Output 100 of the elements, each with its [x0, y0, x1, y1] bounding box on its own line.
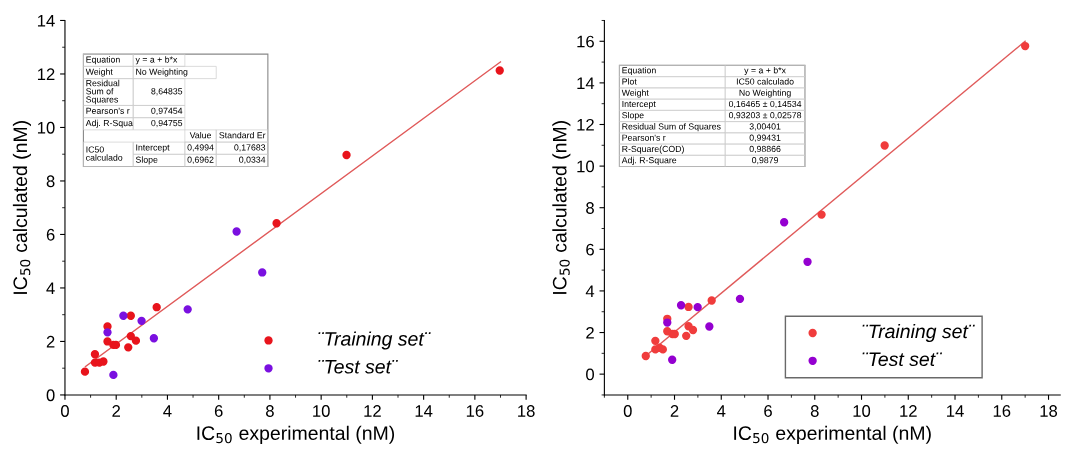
x-tick-label: 16	[466, 405, 484, 417]
x-tick-label: 10	[853, 405, 871, 417]
annotation: 0,9879	[752, 157, 779, 165]
annotation: IC50 calculado	[736, 78, 794, 85]
point	[119, 311, 128, 320]
point	[803, 257, 812, 266]
annotation: Residual Sum of Squares	[86, 79, 120, 105]
y-tick-label: 0	[586, 368, 595, 381]
point	[90, 350, 100, 359]
point	[126, 311, 135, 320]
x-tick-label: 18	[1040, 405, 1058, 417]
annotation: y = a + b*x	[135, 56, 178, 65]
annotation: y = a + b*x	[744, 66, 786, 76]
point	[149, 334, 159, 343]
y-tick-label: 6	[46, 228, 55, 241]
annotation: Equation	[622, 66, 656, 76]
y-tick-label: 2	[46, 335, 55, 348]
point	[272, 219, 281, 228]
annotation: 0,99431	[749, 134, 781, 142]
point	[80, 367, 90, 376]
annotation: Intercept	[622, 100, 656, 109]
annotation: Standard Er	[219, 131, 266, 139]
x-tick-label: 8	[810, 405, 819, 417]
y-tick-label: 14	[577, 77, 595, 89]
x-tick-label: 14	[415, 405, 433, 417]
point	[137, 316, 146, 326]
annotation: Value	[189, 131, 212, 139]
point	[676, 301, 686, 310]
x-tick-label: 4	[717, 405, 726, 417]
y-tick-label: 12	[37, 68, 55, 81]
annotation: Slope	[622, 111, 644, 121]
y-tick-label: 8	[46, 175, 55, 188]
point	[495, 66, 504, 75]
x-tick-label: 14	[947, 405, 964, 417]
point	[258, 268, 267, 277]
point	[103, 328, 112, 337]
x-tick-label: 2	[670, 405, 679, 417]
y-tick-label: 14	[37, 15, 55, 27]
annotation: 0,6962	[187, 156, 214, 164]
point	[342, 150, 351, 160]
annotation: 0,4994	[187, 144, 214, 152]
point	[124, 343, 133, 352]
x-axis-title: IC$_{50}$ experimental (nM)	[197, 425, 395, 444]
x-tick-label: 6	[214, 405, 223, 417]
annotation: Plot	[622, 78, 637, 85]
point	[880, 141, 889, 150]
y-tick-label: 16	[577, 35, 594, 48]
point	[152, 303, 161, 312]
x-tick-label: 18	[518, 405, 535, 417]
annotation: 0,93203 ± 0,02578	[728, 112, 802, 120]
point	[684, 302, 693, 312]
annotation: Pearson's r	[86, 107, 130, 114]
annotation: 0,98866	[749, 145, 781, 154]
point	[779, 218, 789, 227]
annotation: 0,16465 ± 0,14534	[728, 100, 802, 109]
point	[651, 336, 660, 346]
point	[183, 305, 192, 314]
y-tick-label: 0	[46, 389, 55, 402]
x-tick-label: 12	[900, 405, 917, 417]
x-tick-label: 6	[764, 405, 772, 417]
annotation: IC50 calculado	[86, 146, 123, 161]
x-tick-label: 0	[60, 405, 69, 417]
annotation: 0,97454	[151, 107, 183, 115]
point	[663, 318, 672, 327]
annotation: No Weighting	[739, 89, 791, 98]
x-axis-title: IC$_{50}$ experimental (nM)	[734, 425, 931, 444]
y-tick-label: 2	[586, 326, 594, 339]
point	[99, 357, 108, 366]
point	[641, 351, 650, 361]
y-tick-label: 6	[586, 243, 594, 256]
x-tick-label: 2	[112, 405, 120, 417]
point	[735, 294, 745, 303]
y-tick-label: 12	[577, 118, 594, 131]
x-tick-label: 12	[364, 405, 381, 417]
x-tick-label: 4	[163, 405, 172, 417]
annotation: Pearson's r	[622, 134, 666, 141]
y-tick-label: 10	[577, 160, 595, 173]
x-tick-label: 8	[266, 405, 274, 417]
legend-label: ¨Training set¨	[318, 331, 431, 350]
annotation: No Weighting	[136, 68, 188, 77]
annotation: R-Square(COD)	[622, 145, 684, 154]
y-tick-label: 4	[46, 282, 55, 294]
annotation: Adj. R-Squa	[85, 119, 133, 128]
annotation: Weight	[85, 68, 113, 77]
point	[1020, 41, 1030, 51]
annotation: 0,17683	[234, 144, 266, 152]
point	[693, 302, 702, 312]
annotation: Weight	[621, 89, 649, 98]
annotation: 0,0334	[239, 156, 266, 164]
x-tick-label: 10	[313, 405, 330, 417]
annotation: Slope	[135, 156, 158, 165]
point	[705, 322, 714, 331]
annotation: Adj. R-Square	[621, 156, 677, 165]
x-tick-label: 16	[993, 405, 1011, 417]
y-axis-title: IC$_{50}$ calculated (nM)	[552, 121, 571, 294]
point	[232, 227, 241, 236]
y-tick-label: 8	[586, 202, 594, 214]
legend-label: ¨Test set¨	[862, 352, 943, 367]
annotation: Equation	[86, 56, 120, 65]
x-tick-label: 0	[623, 405, 632, 417]
